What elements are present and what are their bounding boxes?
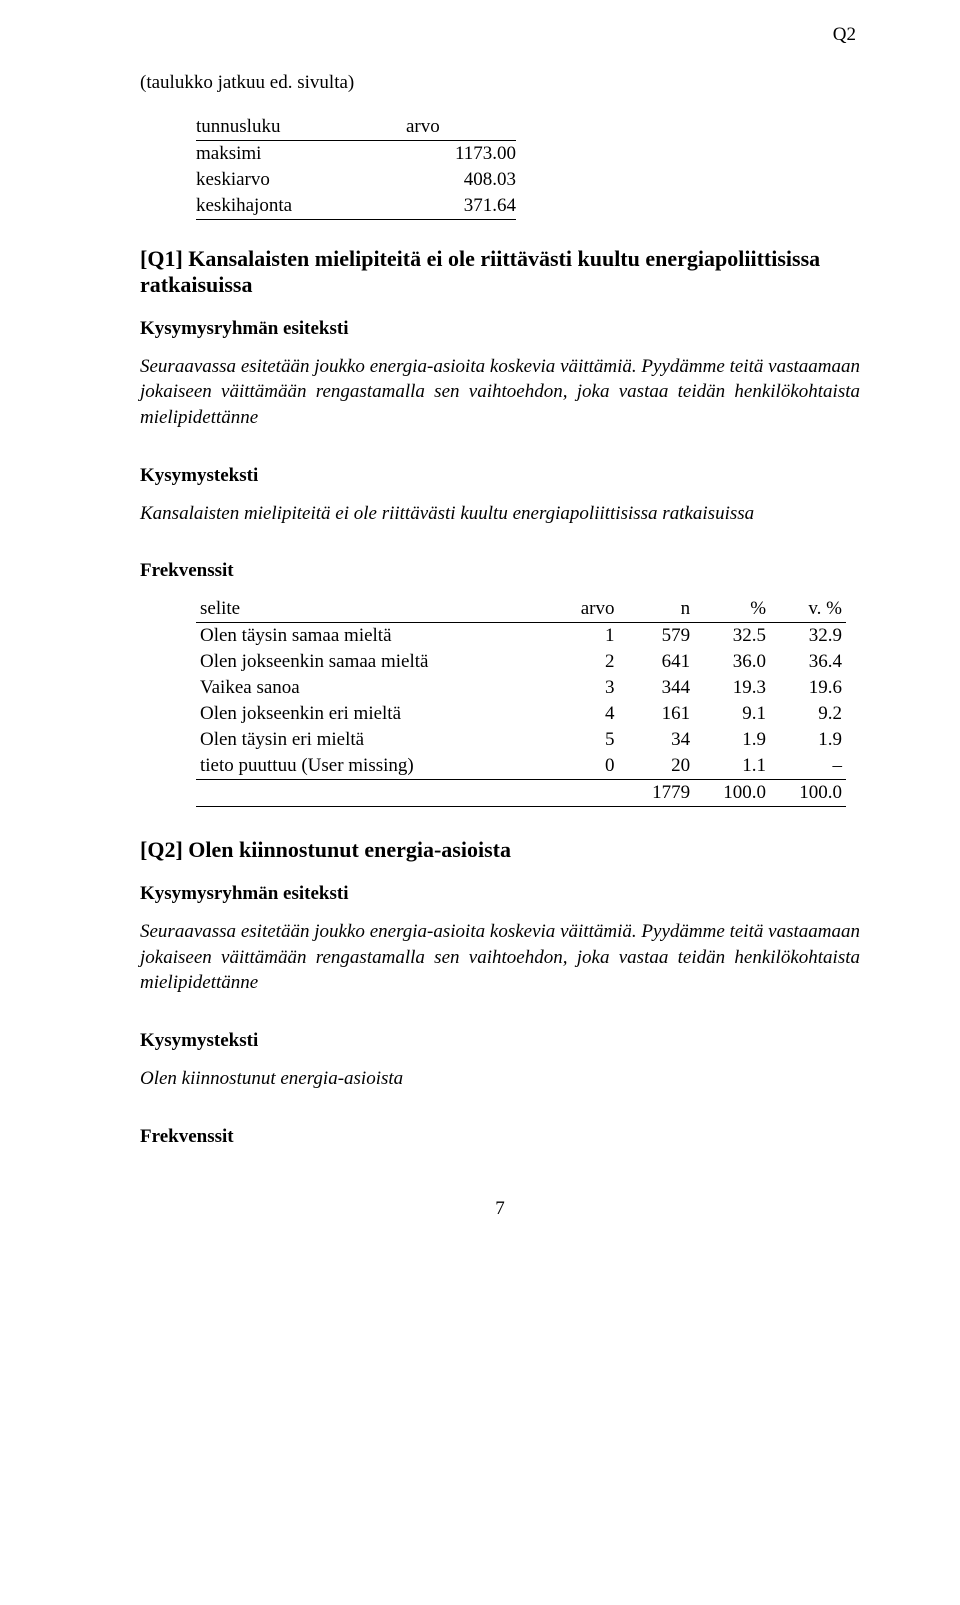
freq-cell-pct: 1.9 <box>694 727 770 753</box>
table-row: tieto puuttuu (User missing) 0 20 1.1 – <box>196 753 846 780</box>
freq-cell-arvo: 5 <box>552 727 618 753</box>
freq-cell-vpct: 36.4 <box>770 649 846 675</box>
freq-cell-label: Olen täysin samaa mieltä <box>196 623 552 650</box>
freq-cell-arvo: 3 <box>552 675 618 701</box>
stats-cell-label: keskiarvo <box>196 167 406 193</box>
question-text-label-2: Kysymysteksti <box>140 1030 860 1052</box>
table-row: Olen täysin samaa mieltä 1 579 32.5 32.9 <box>196 623 846 650</box>
freq-total-blank1 <box>196 780 552 807</box>
table-row: maksimi 1173.00 <box>196 140 516 167</box>
document-page: Q2 (taulukko jatkuu ed. sivulta) tunnusl… <box>0 0 960 1280</box>
freq-cell-label: Olen jokseenkin samaa mieltä <box>196 649 552 675</box>
freq-cell-n: 34 <box>618 727 694 753</box>
freq-total-pct: 100.0 <box>694 780 770 807</box>
table-row-total: 1779 100.0 100.0 <box>196 780 846 807</box>
freq-cell-vpct: 9.2 <box>770 701 846 727</box>
freq-header-selite: selite <box>196 596 552 623</box>
freq-cell-n: 579 <box>618 623 694 650</box>
freq-cell-n: 641 <box>618 649 694 675</box>
frequency-table: selite arvo n % v. % Olen täysin samaa m… <box>196 596 846 807</box>
freq-cell-arvo: 0 <box>552 753 618 780</box>
freq-cell-label: Olen jokseenkin eri mieltä <box>196 701 552 727</box>
freq-cell-n: 20 <box>618 753 694 780</box>
table-continuation-note: (taulukko jatkuu ed. sivulta) <box>140 70 860 96</box>
freq-header-pct: % <box>694 596 770 623</box>
freq-cell-pct: 1.1 <box>694 753 770 780</box>
frequencies-label: Frekvenssit <box>140 560 860 582</box>
group-pretext-label: Kysymysryhmän esiteksti <box>140 318 860 340</box>
page-number: 7 <box>140 1198 860 1220</box>
stats-table: tunnusluku arvo maksimi 1173.00 keskiarv… <box>196 114 516 220</box>
freq-header-arvo: arvo <box>552 596 618 623</box>
stats-cell-label: keskihajonta <box>196 193 406 220</box>
freq-header-vpct: v. % <box>770 596 846 623</box>
freq-cell-pct: 36.0 <box>694 649 770 675</box>
stats-cell-value: 408.03 <box>406 167 516 193</box>
stats-cell-value: 371.64 <box>406 193 516 220</box>
q1-heading: [Q1] Kansalaisten mielipiteitä ei ole ri… <box>140 246 860 298</box>
freq-cell-arvo: 4 <box>552 701 618 727</box>
question-text-label: Kysymysteksti <box>140 465 860 487</box>
stats-cell-label: maksimi <box>196 140 406 167</box>
table-row: Olen jokseenkin samaa mieltä 2 641 36.0 … <box>196 649 846 675</box>
table-row: Vaikea sanoa 3 344 19.3 19.6 <box>196 675 846 701</box>
stats-cell-value: 1173.00 <box>406 140 516 167</box>
table-row: keskiarvo 408.03 <box>196 167 516 193</box>
freq-header-n: n <box>618 596 694 623</box>
freq-cell-n: 161 <box>618 701 694 727</box>
freq-total-blank2 <box>552 780 618 807</box>
freq-cell-vpct: – <box>770 753 846 780</box>
table-row: Olen täysin eri mieltä 5 34 1.9 1.9 <box>196 727 846 753</box>
table-row: keskihajonta 371.64 <box>196 193 516 220</box>
freq-cell-label: Vaikea sanoa <box>196 675 552 701</box>
freq-cell-label: tieto puuttuu (User missing) <box>196 753 552 780</box>
freq-cell-arvo: 2 <box>552 649 618 675</box>
freq-cell-arvo: 1 <box>552 623 618 650</box>
group-pretext-body-2: Seuraavassa esitetään joukko energia-asi… <box>140 919 860 996</box>
table-row: Olen jokseenkin eri mieltä 4 161 9.1 9.2 <box>196 701 846 727</box>
freq-cell-label: Olen täysin eri mieltä <box>196 727 552 753</box>
stats-header-label: tunnusluku <box>196 114 406 141</box>
q2-text: Olen kiinnostunut energia-asioista <box>140 1066 860 1092</box>
freq-cell-n: 344 <box>618 675 694 701</box>
page-label-top-right: Q2 <box>833 24 856 46</box>
group-pretext-label-2: Kysymysryhmän esiteksti <box>140 883 860 905</box>
freq-cell-pct: 19.3 <box>694 675 770 701</box>
q2-heading: [Q2] Olen kiinnostunut energia-asioista <box>140 837 860 863</box>
q1-text: Kansalaisten mielipiteitä ei ole riittäv… <box>140 501 860 527</box>
freq-total-n: 1779 <box>618 780 694 807</box>
freq-cell-vpct: 32.9 <box>770 623 846 650</box>
freq-cell-vpct: 19.6 <box>770 675 846 701</box>
frequencies-label-2: Frekvenssit <box>140 1126 860 1148</box>
freq-total-vpct: 100.0 <box>770 780 846 807</box>
freq-cell-pct: 32.5 <box>694 623 770 650</box>
freq-cell-pct: 9.1 <box>694 701 770 727</box>
group-pretext-body: Seuraavassa esitetään joukko energia-asi… <box>140 354 860 431</box>
freq-cell-vpct: 1.9 <box>770 727 846 753</box>
stats-header-value: arvo <box>406 114 516 141</box>
